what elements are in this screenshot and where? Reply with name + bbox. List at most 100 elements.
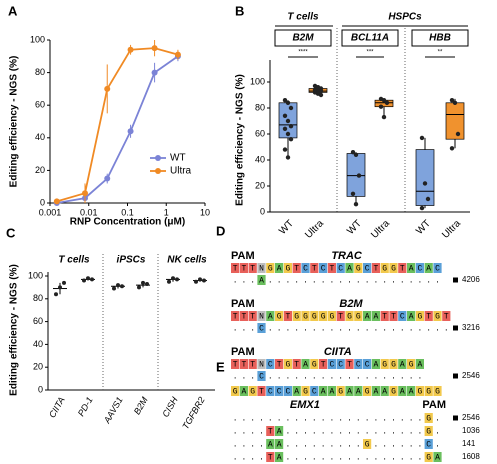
base-box: [389, 263, 398, 273]
base-box: [398, 386, 407, 396]
legend-marker: [155, 155, 161, 161]
variant-sequence: ...C.....................: [233, 325, 453, 334]
base-box: [407, 359, 416, 369]
point: [449, 98, 455, 103]
base-box: [424, 439, 433, 449]
point: [174, 51, 181, 58]
y-tick-label: 0: [40, 197, 45, 207]
x-tick-label: 1: [164, 207, 169, 217]
point: [282, 98, 288, 103]
point: [141, 280, 145, 285]
base-box: [363, 263, 372, 273]
base-box: [424, 263, 433, 273]
base-box: [389, 311, 398, 321]
point: [167, 279, 171, 284]
base-box: [407, 386, 416, 396]
base-box: [257, 359, 266, 369]
base-box: [301, 359, 310, 369]
x-tick-label: Ultra: [440, 218, 463, 241]
variant-sequence: ....AA.........G......C.: [233, 441, 444, 450]
gene-label: TRAC: [331, 250, 363, 262]
base-box: [275, 452, 284, 462]
variant-sequence: ....TA................GA: [233, 454, 444, 463]
point: [353, 202, 359, 207]
point: [282, 126, 288, 131]
reference-sequence: TTTNGAGTCTCTCAGCTGGTACAC: [233, 265, 444, 274]
base-box: [336, 359, 345, 369]
point: [127, 46, 134, 53]
base-box: [266, 386, 275, 396]
reference-sequence: GAGTCCCAGCAAGAAGAAGAAGGG: [233, 388, 444, 397]
legend-label: Ultra: [170, 166, 192, 177]
base-box: [239, 386, 248, 396]
base-box: [266, 439, 275, 449]
point: [54, 292, 58, 297]
y-tick-label: 100: [250, 76, 265, 86]
box: [445, 102, 465, 140]
base-box: [257, 323, 266, 333]
base-box: [231, 263, 240, 273]
point: [202, 278, 206, 283]
base-box: [433, 263, 442, 273]
base-box: [275, 386, 284, 396]
gene-label: HBB: [429, 33, 451, 44]
reference-sequence: TTTNCTGTAGTCCTCCAGGAGA: [233, 361, 427, 370]
x-tick-label: Ultra: [303, 218, 326, 241]
base-box: [248, 386, 257, 396]
gene-label: EMX1: [290, 399, 320, 411]
base-box: [319, 386, 328, 396]
base-box: [266, 311, 275, 321]
base-box: [354, 263, 363, 273]
base-box: [424, 311, 433, 321]
base-box: [239, 311, 248, 321]
base-box: [283, 386, 292, 396]
read-count: 2546: [462, 413, 480, 422]
base-box: [389, 386, 398, 396]
base-box: [327, 263, 336, 273]
base-box: [336, 386, 345, 396]
y-tick-label: 40: [33, 339, 43, 349]
variant-sequence: ...A....................: [233, 277, 444, 286]
point: [419, 205, 425, 211]
base-box: [266, 452, 275, 462]
base-box: [380, 311, 389, 321]
base-box: [345, 263, 354, 273]
point: [288, 105, 294, 111]
base-box: [407, 263, 416, 273]
point: [288, 124, 294, 129]
point: [104, 175, 111, 182]
marker: [453, 373, 458, 379]
point: [288, 137, 294, 142]
base-box: [398, 311, 407, 321]
variant-sequence: ....TA................G.: [233, 428, 444, 437]
base-box: [363, 439, 372, 449]
point: [384, 100, 390, 106]
base-box: [275, 263, 284, 273]
base-box: [424, 452, 433, 462]
gene-frame: [341, 29, 399, 47]
base-box: [231, 386, 240, 396]
y-tick-label: 80: [35, 67, 45, 77]
base-box: [407, 311, 416, 321]
base-box: [345, 386, 354, 396]
read-count: 3216: [462, 323, 480, 332]
base-box: [354, 386, 363, 396]
base-box: [380, 263, 389, 273]
point: [137, 285, 141, 290]
point: [452, 100, 458, 106]
point: [86, 276, 90, 281]
point: [120, 284, 124, 289]
point: [58, 285, 62, 290]
y-axis-label: Editing efficiency - NGS (%): [9, 56, 20, 188]
base-box: [371, 359, 380, 369]
point: [350, 150, 356, 155]
point: [381, 98, 387, 103]
base-box: [345, 359, 354, 369]
base-box: [292, 386, 301, 396]
base-box: [380, 386, 389, 396]
x-tick-label: B2M: [132, 395, 150, 416]
y-tick-label: 0: [260, 206, 265, 216]
y-tick-label: 100: [30, 34, 45, 44]
base-box: [389, 359, 398, 369]
base-box: [275, 439, 284, 449]
